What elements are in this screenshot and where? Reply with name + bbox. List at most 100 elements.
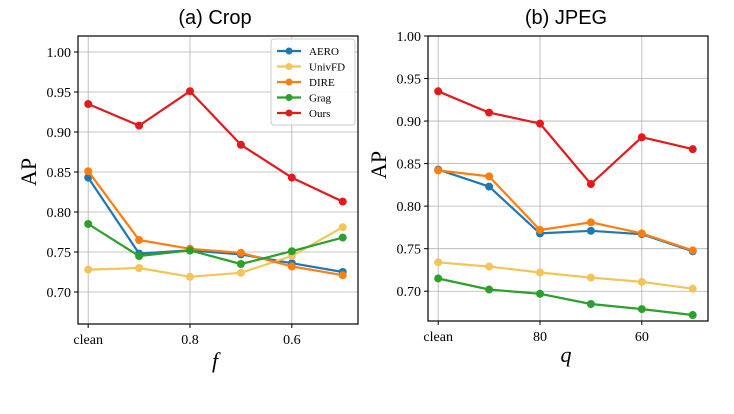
data-point xyxy=(637,229,646,238)
x-tick-label: 0.6 xyxy=(283,333,301,348)
data-point xyxy=(338,197,347,206)
data-point xyxy=(637,305,646,314)
y-tick-label: 0.70 xyxy=(47,286,72,301)
data-point xyxy=(135,236,144,244)
chart-jpeg: (b) JPEG AP q 0.70 0.75 0.80 0.85 0.90 0.95 1.… xyxy=(366,7,709,367)
data-point xyxy=(586,226,595,235)
series-line xyxy=(87,170,343,277)
data-point xyxy=(287,247,296,256)
plot-frame xyxy=(77,35,359,325)
y-axis-label: AP xyxy=(366,151,391,179)
data-point xyxy=(434,274,443,283)
data-point xyxy=(586,299,595,308)
data-point xyxy=(485,182,494,191)
x-axis-label: q xyxy=(561,342,572,367)
legend-label: Grag xyxy=(309,93,331,105)
data-point xyxy=(586,273,595,282)
data-point xyxy=(186,272,194,281)
data-point xyxy=(434,258,443,267)
data-point xyxy=(637,133,646,142)
data-point xyxy=(84,100,93,108)
data-point xyxy=(485,172,494,181)
data-point xyxy=(186,87,194,96)
data-point xyxy=(338,223,347,232)
data-point xyxy=(84,265,93,274)
legend-label: UnivFD xyxy=(309,62,345,74)
x-tick-label: clean xyxy=(73,333,103,348)
legend-item: AERO xyxy=(277,46,339,58)
data-point xyxy=(236,260,245,268)
plot-frame xyxy=(427,35,709,322)
data-point xyxy=(536,289,544,298)
legend-label: AERO xyxy=(309,46,339,58)
data-point xyxy=(84,220,93,228)
series-aero xyxy=(84,173,347,276)
series-grag xyxy=(84,220,347,268)
y-tick-label: 0.90 xyxy=(47,126,72,141)
y-tick-label: 0.80 xyxy=(397,200,422,215)
x-tick-label: 0.8 xyxy=(181,333,199,348)
data-point xyxy=(485,262,494,271)
series-aero xyxy=(434,165,697,256)
series-grag xyxy=(434,274,697,320)
data-point xyxy=(135,264,144,272)
y-tick-label: 0.85 xyxy=(47,166,72,181)
series-dire xyxy=(434,166,697,255)
data-point xyxy=(485,108,494,117)
data-point xyxy=(536,268,544,277)
series-line xyxy=(87,90,344,203)
series-line xyxy=(88,226,344,278)
legend-item: UnivFD xyxy=(277,62,345,74)
y-axis-label: AP xyxy=(16,158,41,186)
data-point xyxy=(688,284,697,293)
x-axis-label: f xyxy=(212,348,221,373)
data-point xyxy=(287,173,296,182)
chart-crop: (a) Crop AP f 0.70 0.75 0.80 0.85 0.90 0.95 1.… xyxy=(16,7,359,373)
x-tick-label: 60 xyxy=(635,330,649,345)
data-point xyxy=(186,246,194,255)
data-point xyxy=(135,252,144,260)
data-point xyxy=(236,140,245,149)
series-line xyxy=(87,176,343,274)
x-tick-label: clean xyxy=(423,330,453,345)
legend-item: Grag xyxy=(277,93,331,105)
y-tick-label: 0.95 xyxy=(397,73,422,88)
x-tick-label: 80 xyxy=(533,330,547,345)
series-ours xyxy=(84,87,347,206)
legend-label: DIRE xyxy=(309,77,335,89)
series-line xyxy=(438,261,693,290)
data-point xyxy=(434,166,443,175)
legend-swatch-marker xyxy=(285,78,293,86)
legend-item: DIRE xyxy=(277,77,335,89)
data-point xyxy=(84,167,93,176)
data-point xyxy=(688,246,697,255)
series-univfd xyxy=(434,258,697,293)
data-point xyxy=(536,119,544,128)
y-tick-label: 0.75 xyxy=(397,243,422,258)
legend-box xyxy=(270,38,356,126)
y-tick-label: 0.75 xyxy=(47,246,72,261)
legend-swatch-marker xyxy=(285,47,293,55)
y-tick-label: 0.90 xyxy=(397,115,422,130)
legend-swatch-marker xyxy=(285,63,293,70)
series-line xyxy=(438,169,694,252)
data-point xyxy=(338,271,347,280)
data-point xyxy=(637,277,646,286)
legend-swatch-marker xyxy=(285,94,293,101)
y-tick-label: 0.80 xyxy=(47,206,72,221)
y-tick-label: 1.00 xyxy=(397,30,422,45)
data-point xyxy=(688,145,697,154)
data-point xyxy=(135,121,144,130)
y-tick-label: 1.00 xyxy=(47,46,72,61)
chart-title: (a) Crop xyxy=(178,7,251,29)
series-line xyxy=(87,223,343,266)
data-point xyxy=(236,268,245,277)
legend-swatch-marker xyxy=(285,109,293,117)
data-point xyxy=(485,285,494,294)
data-point xyxy=(586,180,595,189)
series-line xyxy=(437,90,693,186)
data-point xyxy=(287,262,296,271)
data-point xyxy=(536,225,544,234)
series-line xyxy=(437,168,694,253)
